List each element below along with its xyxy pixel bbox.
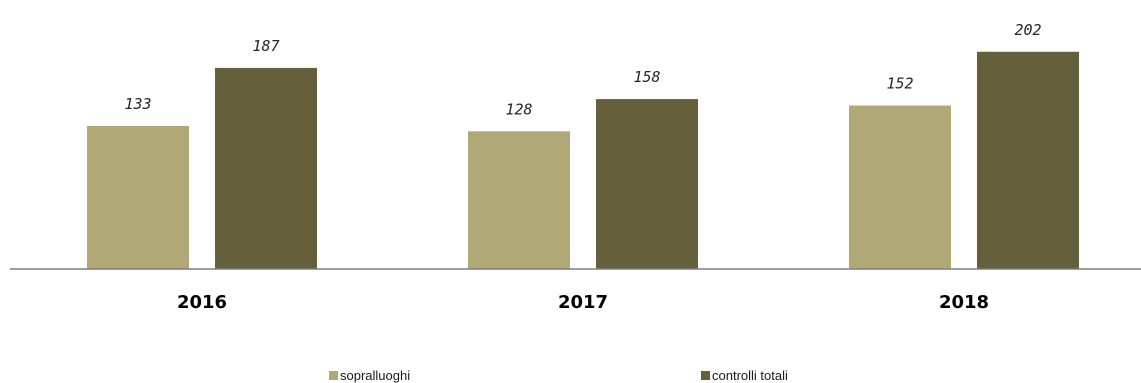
category-labels-group: 2016 2017 2018 — [177, 292, 989, 313]
value-label-2017-controlli-totali: 158 — [633, 68, 660, 86]
bar-2016-controlli-totali — [215, 67, 317, 269]
legend-swatch-sopralluoghi — [329, 371, 338, 380]
legend-item-sopralluoghi: sopralluoghi — [329, 368, 410, 383]
category-label-2016: 2016 — [177, 292, 227, 313]
legend-item-controlli-totali: controlli totali — [701, 368, 788, 383]
bar-2018-sopralluoghi — [849, 105, 951, 269]
value-label-2016-sopralluoghi: 133 — [124, 95, 151, 113]
bar-2018-controlli-totali — [977, 51, 1079, 270]
legend-label-controlli-totali: controlli totali — [712, 368, 788, 383]
category-label-2018: 2018 — [939, 292, 989, 313]
bars-group — [87, 51, 1079, 270]
bar-2017-sopralluoghi — [468, 131, 570, 269]
category-label-2017: 2017 — [558, 292, 608, 313]
legend-label-sopralluoghi: sopralluoghi — [340, 368, 411, 383]
value-label-2017-sopralluoghi: 128 — [505, 100, 532, 118]
value-label-2018-sopralluoghi: 152 — [886, 75, 913, 93]
bar-2016-sopralluoghi — [87, 125, 189, 269]
bar-2017-controlli-totali — [596, 99, 698, 270]
value-label-2018-controlli-totali: 202 — [1014, 21, 1041, 39]
value-labels-group: 133 187 128 158 152 202 — [124, 21, 1041, 119]
value-label-2016-controlli-totali: 187 — [252, 37, 279, 55]
legend-swatch-controlli-totali — [701, 371, 710, 380]
